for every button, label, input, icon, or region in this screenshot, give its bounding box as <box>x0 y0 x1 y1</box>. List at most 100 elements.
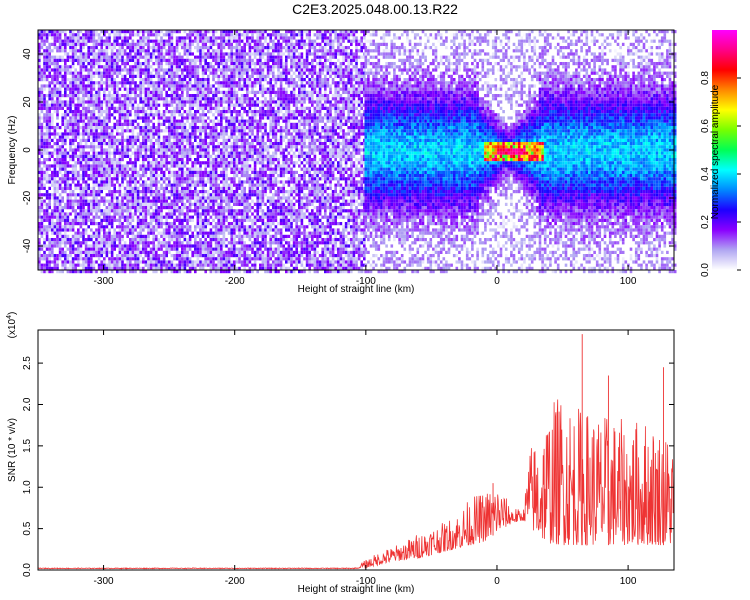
heatmap-cell <box>157 81 161 85</box>
heatmap-cell <box>162 193 166 197</box>
heatmap-cell <box>160 167 163 171</box>
heatmap-cell <box>121 263 124 267</box>
heatmap-cell <box>105 100 109 104</box>
heatmap-cell <box>105 122 109 126</box>
heatmap-cell <box>142 158 145 162</box>
heatmap-cell <box>108 266 111 270</box>
heatmap-cell <box>147 167 150 171</box>
heatmap-cell <box>222 209 226 213</box>
heatmap-cell <box>230 212 233 216</box>
heatmap-cell <box>45 78 49 82</box>
heatmap-cell <box>92 254 96 258</box>
heatmap-cell <box>103 132 106 136</box>
heatmap-cell <box>97 254 101 258</box>
heatmap-cell <box>196 215 200 219</box>
heatmap-cell <box>155 228 158 232</box>
heatmap-cell <box>168 30 171 34</box>
heatmap-cell <box>113 30 116 34</box>
heatmap-cell <box>92 161 96 165</box>
heatmap-cell <box>45 74 49 78</box>
heatmap-cell <box>66 234 70 238</box>
heatmap-cell <box>230 119 233 123</box>
heatmap-cell <box>222 36 226 40</box>
heatmap-cell <box>131 42 135 46</box>
heatmap-cell <box>233 234 236 238</box>
heatmap-cell <box>105 39 109 43</box>
heatmap-cell <box>230 84 233 88</box>
heatmap-cell <box>149 180 153 184</box>
heatmap-cell <box>58 231 62 235</box>
heatmap-cell <box>121 142 124 146</box>
heatmap-cell <box>51 33 54 37</box>
heatmap-cell <box>181 190 184 194</box>
heatmap-cell <box>95 244 98 248</box>
heatmap-cell <box>240 254 244 258</box>
heatmap-cell <box>175 119 179 123</box>
heatmap-cell <box>48 46 51 50</box>
heatmap-cell <box>95 151 98 155</box>
heatmap-cell <box>129 36 132 40</box>
heatmap-cell <box>209 52 213 56</box>
heatmap-cell <box>209 164 213 168</box>
heatmap-cell <box>71 164 75 168</box>
heatmap-cell <box>110 164 114 168</box>
heatmap-cell <box>207 170 210 174</box>
heatmap-cell <box>79 145 83 149</box>
heatmap-cell <box>155 199 158 203</box>
heatmap-cell <box>61 158 64 162</box>
heatmap-cell <box>201 65 205 69</box>
heatmap-cell <box>53 260 57 264</box>
heatmap-cell <box>100 135 103 139</box>
heatmap-cell <box>162 119 166 123</box>
heatmap-cell <box>157 39 161 43</box>
heatmap-cell <box>220 90 223 94</box>
heatmap-cell <box>186 206 189 210</box>
heatmap-cell <box>110 225 114 229</box>
heatmap-cell <box>108 212 111 216</box>
heatmap-cell <box>95 164 98 168</box>
heatmap-cell <box>147 231 150 235</box>
heatmap-cell <box>48 138 51 142</box>
heatmap-cell <box>212 209 215 213</box>
heatmap-cell <box>240 234 244 238</box>
heatmap-cell <box>45 190 49 194</box>
heatmap-cell <box>53 81 57 85</box>
heatmap-cell <box>147 129 150 133</box>
heatmap-cell <box>240 183 244 187</box>
heatmap-cell <box>194 206 197 210</box>
heatmap-cell <box>183 270 187 274</box>
heatmap-cell <box>77 270 80 274</box>
heatmap-cell <box>191 71 194 75</box>
heatmap-cell <box>51 209 54 213</box>
heatmap-cell <box>100 138 103 142</box>
heatmap-cell <box>134 266 137 270</box>
heatmap-cell <box>123 78 127 82</box>
heatmap-cell <box>233 58 236 62</box>
heatmap-cell <box>196 225 200 229</box>
heatmap-cell <box>64 158 67 162</box>
heatmap-cell <box>160 116 163 120</box>
heatmap-cell <box>40 154 44 158</box>
heatmap-cell <box>162 215 166 219</box>
heatmap-cell <box>238 183 241 187</box>
heatmap-cell <box>170 206 174 210</box>
heatmap-cell <box>87 39 90 43</box>
heatmap-cell <box>214 122 218 126</box>
heatmap-cell <box>108 113 111 117</box>
heatmap-cell <box>51 30 54 34</box>
heatmap-cell <box>92 71 96 75</box>
heatmap-cell <box>155 30 158 34</box>
heatmap-cell <box>110 142 114 146</box>
heatmap-cell <box>100 103 103 107</box>
heatmap-cell <box>170 36 174 40</box>
heatmap-cell <box>118 260 122 264</box>
heatmap-cell <box>201 55 205 59</box>
heatmap-cell <box>173 257 176 261</box>
heatmap-cell <box>113 52 116 56</box>
heatmap-cell <box>220 97 223 101</box>
heatmap-cell <box>139 36 142 40</box>
heatmap-cell <box>126 266 129 270</box>
heatmap-cell <box>108 263 111 267</box>
heatmap-cell <box>201 90 205 94</box>
heatmap-cell <box>142 106 145 110</box>
